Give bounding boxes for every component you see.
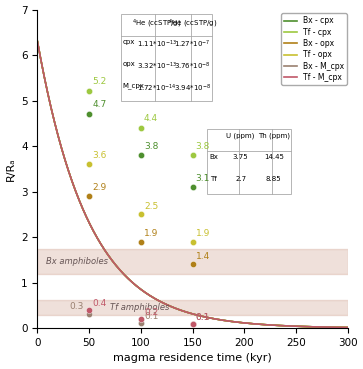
Text: Bx: Bx <box>209 154 219 160</box>
Text: 3.8: 3.8 <box>196 142 210 151</box>
Text: 1.9: 1.9 <box>196 229 210 238</box>
Y-axis label: R/Rₐ: R/Rₐ <box>5 157 16 181</box>
Text: U (ppm): U (ppm) <box>227 132 255 139</box>
Legend: Bx - cpx, Tf - cpx, Bx - opx, Tf - opx, Bx - M_cpx, Tf - M_cpx: Bx - cpx, Tf - cpx, Bx - opx, Tf - opx, … <box>281 13 347 85</box>
Text: 2.7: 2.7 <box>235 176 246 182</box>
Text: $^4$He (ccSTP/g): $^4$He (ccSTP/g) <box>168 17 217 30</box>
Text: 1.4: 1.4 <box>196 252 210 261</box>
Text: 4.4: 4.4 <box>144 114 158 123</box>
Text: 1.9: 1.9 <box>144 229 158 238</box>
Text: $^4$He (ccSTP/g): $^4$He (ccSTP/g) <box>132 17 182 30</box>
Text: 3.8: 3.8 <box>144 142 158 151</box>
Text: 3.32*10$^{-13}$: 3.32*10$^{-13}$ <box>137 61 177 72</box>
Text: 2.9: 2.9 <box>92 183 106 192</box>
Text: 0.4: 0.4 <box>92 299 106 308</box>
Text: 3.75: 3.75 <box>233 154 248 160</box>
Text: 14.45: 14.45 <box>264 154 284 160</box>
Text: 2.5: 2.5 <box>144 202 158 211</box>
Bar <box>37 248 348 273</box>
Text: opx: opx <box>123 61 135 67</box>
Text: 0.1: 0.1 <box>144 312 158 321</box>
Bar <box>207 129 291 194</box>
Text: 4.7: 4.7 <box>92 100 106 109</box>
Text: Th (ppm): Th (ppm) <box>258 132 290 139</box>
Text: 0.3: 0.3 <box>70 302 84 311</box>
Text: 0.1: 0.1 <box>196 313 210 322</box>
Text: Tf amphiboles: Tf amphiboles <box>110 303 169 312</box>
Text: cpx: cpx <box>123 39 135 45</box>
Bar <box>121 14 212 101</box>
Text: 5.2: 5.2 <box>92 77 106 86</box>
Text: 1.72*10$^{-14}$: 1.72*10$^{-14}$ <box>137 83 177 94</box>
Text: 0.2: 0.2 <box>144 308 158 317</box>
Text: Bx amphiboles: Bx amphiboles <box>46 256 108 266</box>
X-axis label: magma residence time (kyr): magma residence time (kyr) <box>113 354 272 363</box>
Text: 0.1: 0.1 <box>196 313 210 322</box>
Text: 1.11*10$^{-13}$: 1.11*10$^{-13}$ <box>137 39 177 51</box>
Text: 3.1: 3.1 <box>196 173 210 183</box>
Text: 3.76*10$^{-8}$: 3.76*10$^{-8}$ <box>174 61 211 72</box>
Text: Tf: Tf <box>209 176 216 182</box>
Text: 3.94*10$^{-8}$: 3.94*10$^{-8}$ <box>174 83 211 94</box>
Text: 1.27*10$^{-7}$: 1.27*10$^{-7}$ <box>174 39 211 51</box>
Text: M_cpx: M_cpx <box>123 83 144 89</box>
Bar <box>37 300 348 315</box>
Text: 3.6: 3.6 <box>92 151 107 160</box>
Text: 8.85: 8.85 <box>266 176 282 182</box>
